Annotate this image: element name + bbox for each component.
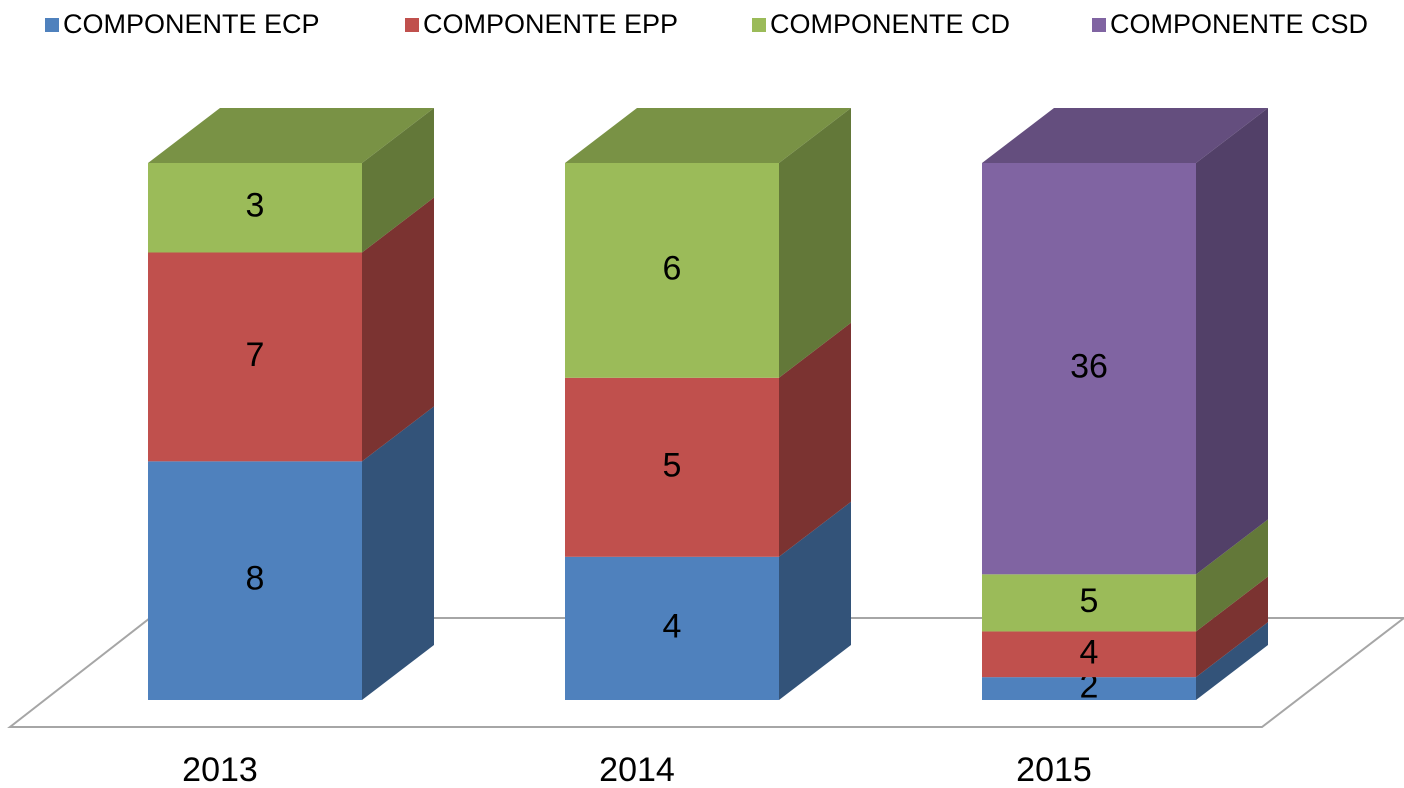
legend-swatch [405,18,419,32]
bar-top [148,108,434,163]
legend-label: COMPONENTE CSD [1110,9,1368,39]
bar-side [1196,576,1268,678]
bar-side [362,406,434,700]
data-label: 6 [663,249,682,287]
data-label: 4 [663,607,682,645]
legend-swatch [752,18,766,32]
bar-side [1196,622,1268,700]
data-label: 3 [246,187,265,225]
bar-side [362,108,434,253]
x-tick-label: 2014 [599,751,675,788]
data-label: 4 [1080,633,1099,671]
bar-side [362,197,434,462]
bar-segment [982,163,1196,575]
bar-segment [565,163,779,378]
legend-label: COMPONENTE EPP [423,9,678,39]
legend-swatch [45,18,59,32]
bar-segment [148,252,362,462]
bar-segment [982,574,1196,632]
floor [7,617,1404,728]
bar-top [565,108,851,163]
legend-label: COMPONENTE CD [770,9,1010,39]
bar-segment [982,677,1196,700]
bar-segment [148,461,362,700]
bar-side [1196,519,1268,632]
bar-segment [565,556,779,700]
x-tick-label: 2013 [182,751,258,788]
data-label: 5 [1080,582,1099,620]
bar-side [779,108,851,378]
bar-top [982,108,1268,163]
data-label: 36 [1070,348,1108,386]
bar-side [1196,108,1268,575]
data-label: 8 [246,560,265,598]
bar-side [779,501,851,700]
bar-segment [148,163,362,253]
bar-segment [982,631,1196,678]
data-label: 5 [663,446,682,484]
bar-side [779,322,851,557]
x-tick-label: 2015 [1016,751,1092,788]
legend-swatch [1092,18,1106,32]
legend-label: COMPONENTE ECP [63,9,320,39]
bar-segment [565,377,779,557]
data-label: 7 [246,336,265,374]
